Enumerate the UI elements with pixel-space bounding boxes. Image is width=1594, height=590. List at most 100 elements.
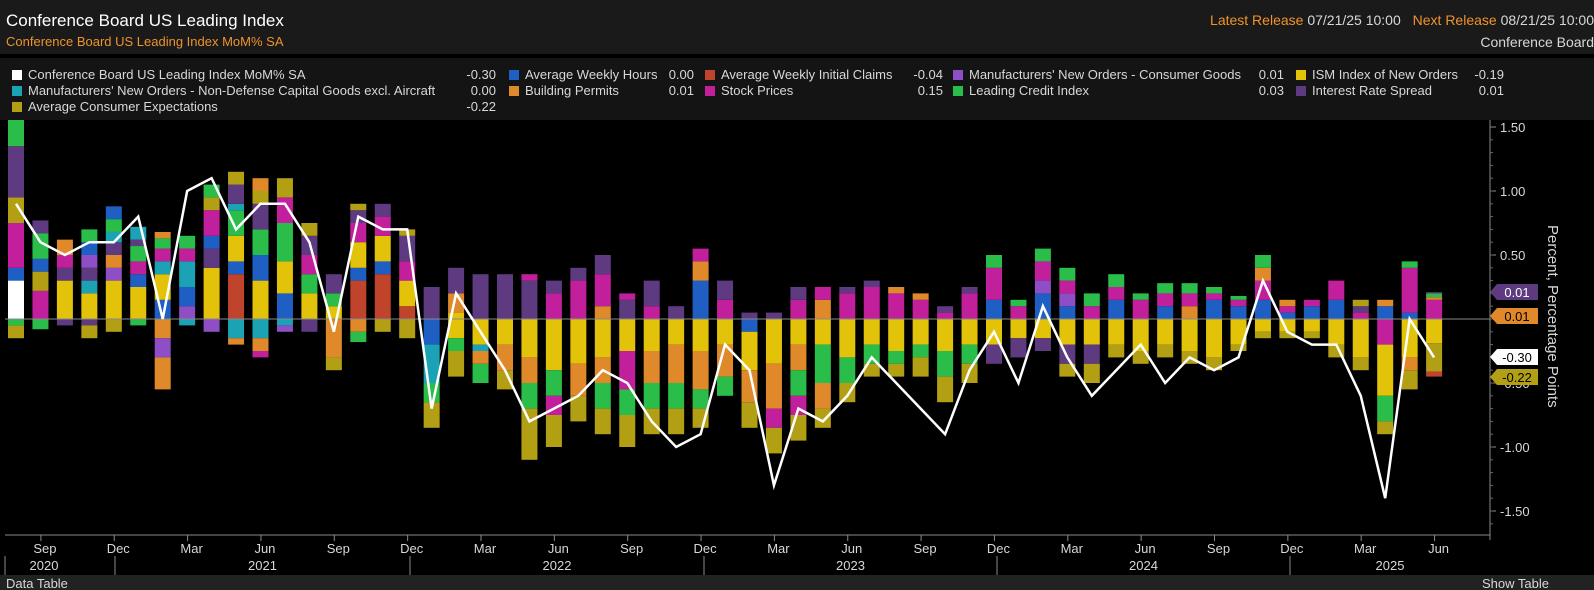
bar-segment [32,220,49,234]
latest-release-value: 07/21/25 10:00 [1307,12,1401,28]
bar-segment [350,203,367,211]
bar-segment [252,203,269,230]
bar-segment [1157,344,1174,358]
bar-segment [1181,319,1198,351]
bar-segment [668,319,685,345]
bar-segment [32,258,49,272]
show-table-button[interactable]: Show Table [1482,576,1549,590]
bar-segment [105,255,122,268]
legend-swatch [953,70,963,80]
bar-segment [252,351,269,358]
bar-segment [717,344,734,377]
legend-item-initial-claims[interactable]: Average Weekly Initial Claims [705,67,892,83]
legend-item-building-permits[interactable]: Building Permits [509,83,619,99]
chart-area: 1.501.000.50-0.50-1.00-1.50 SepDecMarJun… [4,120,1561,575]
legend-item-leading-credit[interactable]: Leading Credit Index [953,83,1089,99]
bar-segment [154,319,171,339]
bar-segment [1352,319,1369,358]
legend-item-capital-goods[interactable]: Manufacturers' New Orders - Non-Defense … [12,83,435,99]
legend-label: Average Weekly Initial Claims [721,67,893,82]
bar-segment [912,299,929,319]
bar-segment [252,255,269,281]
bar-segment [81,325,98,339]
bar-segment [1132,319,1149,351]
legend-item-consumer-expectations[interactable]: Average Consumer Expectations [12,99,218,115]
bar-segment [154,238,171,249]
bar-segment [32,233,49,259]
bar-segment [105,280,122,319]
bar-segment [986,267,1002,300]
bar-segment [1034,280,1051,294]
bar-segment [1230,295,1247,300]
bar-segment [1132,293,1149,300]
y-tick-label: 1.00 [1500,184,1525,199]
bar-segment [1254,255,1271,268]
bar-segment [448,319,465,339]
bar-segment [668,383,685,409]
bar-segment [1279,312,1296,319]
bar-segment [1426,292,1443,294]
bar-segment [1426,297,1443,300]
end-label: -0.22 [1490,369,1538,385]
bar-segment [1083,319,1100,345]
legend-item-rate-spread[interactable]: Interest Rate Spread [1296,83,1432,99]
bar-segment [1108,299,1125,319]
legend-item-leading-index[interactable]: Conference Board US Leading Index MoM% S… [12,67,306,83]
next-release-label: Next Release [1412,12,1497,28]
bar-segment [1181,283,1198,294]
x-month-label: Mar [474,541,497,556]
x-month-label: Jun [1428,541,1449,556]
end-label-text: 0.01 [1504,309,1529,324]
bar-segment [1352,357,1369,371]
legend-item-consumer-goods[interactable]: Manufacturers' New Orders - Consumer Goo… [953,67,1241,83]
bar-segment [619,319,636,351]
bar-segment [545,293,562,319]
bar-segment [8,223,24,268]
bar-segment [8,197,24,223]
bar-segment [1059,280,1076,294]
bar-segment [986,299,1002,319]
bar-segment [1254,299,1271,319]
bar-segment [1303,319,1320,332]
y-axis: 1.501.000.50-0.50-1.00-1.50 [1489,120,1530,540]
bar-segment [961,319,978,345]
bar-segment [1010,338,1027,358]
legend-swatch [705,70,715,80]
bar-segment [521,408,538,460]
bar-segment [374,203,391,217]
bar-segment [643,383,660,409]
bar-segment [130,261,147,275]
legend-item-ism[interactable]: ISM Index of New Orders [1296,67,1458,83]
legend-value: -0.19 [1474,67,1504,82]
bar-segment [790,299,807,319]
end-label-text: -0.22 [1502,370,1532,385]
bar-segment [839,357,856,383]
bar-segment [1206,319,1223,358]
bar-segment [1157,283,1174,294]
end-label-tag [1490,308,1538,324]
bar-segment [937,312,954,319]
end-label: 0.01 [1490,308,1538,324]
bar-segment [521,280,538,319]
bar-segment [374,274,391,319]
bar-segment [1132,351,1149,364]
bar-segment [961,293,978,319]
legend-item-stock-prices[interactable]: Stock Prices [705,83,793,99]
bar-segment [1157,319,1174,345]
bar-segment [765,319,782,364]
bar-segment [790,344,807,371]
legend-item-weekly-hours[interactable]: Average Weekly Hours [509,67,657,83]
x-year-label: 2020 [30,558,59,573]
bar-segment [1401,261,1418,268]
bar-segment [252,338,269,351]
legend-swatch [1296,70,1306,80]
bar-segment [692,248,709,262]
legend-label: Leading Credit Index [969,83,1089,98]
bar-segment [1377,306,1394,319]
bar-segment [692,280,709,319]
chart-source: Conference Board [1480,34,1594,50]
bar-segment [765,427,782,454]
legend-value: -0.30 [466,67,496,82]
data-table-tab[interactable]: Data Table [6,576,68,590]
total-line [14,176,1436,499]
